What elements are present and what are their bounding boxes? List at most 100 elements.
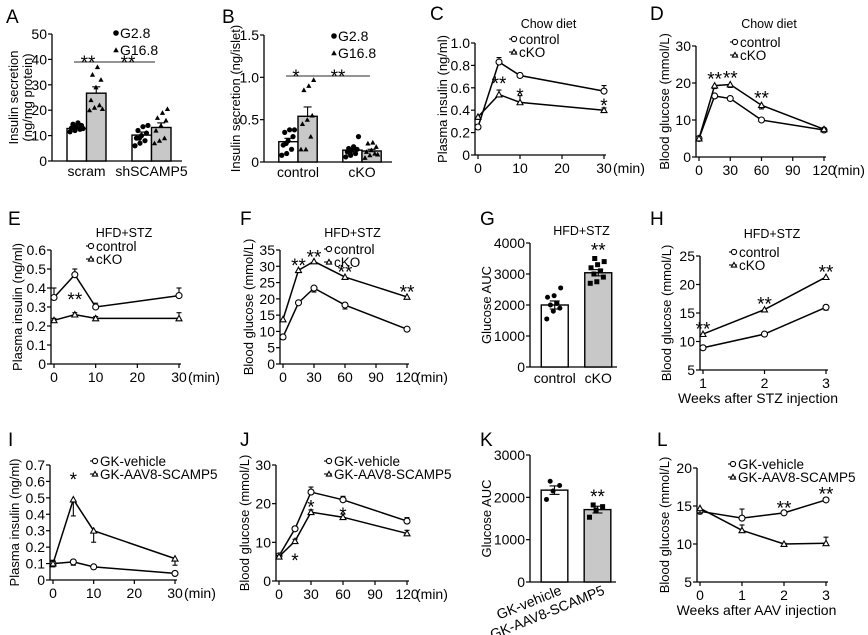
x-tick-label: 20 xyxy=(127,585,143,601)
data-point xyxy=(69,558,77,566)
y-tick-label: 10 xyxy=(675,112,691,128)
scatter-point xyxy=(306,83,312,88)
y-tick-label: 1000 xyxy=(494,328,525,344)
scatter-point xyxy=(284,150,290,157)
y-axis-label: (ng/mg protein) xyxy=(20,53,35,141)
y-tick-label: 2000 xyxy=(494,297,525,313)
y-tick-label: 0 xyxy=(462,147,470,163)
y-tick-label: 5 xyxy=(267,340,275,356)
y-tick-label: 0.5 xyxy=(27,261,47,277)
scatter-point xyxy=(299,121,306,126)
y-axis-label: Plasma insulin (ng/ml) xyxy=(435,35,450,163)
significance-label: ** xyxy=(81,53,96,74)
scatter-point xyxy=(352,150,359,157)
data-point xyxy=(70,310,79,318)
scatter-point xyxy=(89,72,96,77)
x-tick-label: 60 xyxy=(335,586,351,602)
scatter-point xyxy=(303,146,309,152)
legend-label: GK-AAV8-SCAMP5 xyxy=(334,467,452,482)
data-point xyxy=(710,81,719,89)
legend-marker-circle xyxy=(331,33,337,39)
data-point xyxy=(339,513,347,521)
series-line-GK-vehicle xyxy=(52,561,176,575)
significance-label: ** xyxy=(819,485,834,506)
y-axis-label: Blood glucose (mmol/L) xyxy=(659,245,674,382)
x-tick-label: 90 xyxy=(785,162,801,178)
scatter-point xyxy=(158,122,164,128)
scatter-point xyxy=(291,127,298,133)
significance-label: * xyxy=(600,96,608,117)
panel-label: D xyxy=(650,4,664,25)
y-tick-label: 1.0 xyxy=(240,69,260,85)
scatter-point xyxy=(595,262,601,268)
x-tick-label: 30 xyxy=(171,369,187,385)
legend-label: G2.8 xyxy=(120,25,151,41)
x-tick-label: 90 xyxy=(368,369,384,385)
series-line-GK-AAV8-SCAMP5 xyxy=(52,497,176,564)
legend-label: GK-vehicle xyxy=(738,457,804,472)
x-tick-label: cKO xyxy=(348,164,375,180)
legend-label: GK-AAV8-SCAMP5 xyxy=(738,470,856,485)
y-tick-label: 0 xyxy=(683,149,691,165)
y-tick-label: 15 xyxy=(259,307,275,323)
y-tick-label: 25 xyxy=(259,275,275,291)
y-tick-label: 15 xyxy=(676,498,692,514)
data-point xyxy=(307,508,315,516)
scatter-point xyxy=(140,124,146,130)
scatter-point xyxy=(154,115,161,120)
scatter-point xyxy=(346,145,352,152)
scatter-point xyxy=(298,146,304,152)
data-point xyxy=(92,303,100,311)
scatter-point xyxy=(137,140,143,146)
x-tick-label: 120 xyxy=(812,162,836,178)
significance-label: * xyxy=(291,551,299,572)
panel-title: Chow diet xyxy=(521,17,577,31)
scatter-point xyxy=(365,140,371,146)
y-tick-label: 20 xyxy=(675,75,691,91)
x-tick-label: 2 xyxy=(780,587,788,603)
y-tick-label: 0.1 xyxy=(26,556,46,572)
scatter-point xyxy=(372,150,378,156)
data-point xyxy=(294,266,303,274)
data-point xyxy=(291,525,299,533)
scatter-point xyxy=(308,134,314,139)
x-tick-label: 0 xyxy=(279,369,287,385)
panel-label: G xyxy=(480,209,495,230)
y-axis-label: Insulin secretion (ng/islet) xyxy=(228,25,243,172)
y-tick-label: 0.5 xyxy=(26,490,46,506)
y-tick-label: 0.4 xyxy=(26,506,46,522)
scatter-point xyxy=(600,274,606,280)
scatter-point xyxy=(279,152,285,158)
legend-marker-triangle xyxy=(91,470,99,477)
data-point xyxy=(341,272,349,280)
significance-label: ** xyxy=(291,256,306,277)
x-tick-label: 0 xyxy=(695,162,703,178)
legend-marker-circle xyxy=(325,457,333,465)
legend-marker-circle xyxy=(91,457,99,465)
data-point xyxy=(279,315,287,323)
significance-label: ** xyxy=(754,89,769,110)
y-tick-label: 20 xyxy=(676,460,692,476)
legend-marker-triangle xyxy=(730,261,738,268)
data-point xyxy=(175,314,183,322)
data-point xyxy=(822,496,830,504)
y-tick-label: 1000 xyxy=(494,532,525,548)
scatter-point xyxy=(91,105,98,110)
y-tick-label: 0.8 xyxy=(451,57,471,73)
series-line-cKO xyxy=(477,93,605,118)
legend-label: cKO xyxy=(740,48,766,63)
x-tick-label: 3 xyxy=(822,587,830,603)
y-tick-label: 10 xyxy=(31,128,47,144)
panel-label: J xyxy=(240,430,250,451)
legend-marker-triangle xyxy=(731,51,739,58)
y-tick-label: 20 xyxy=(679,277,695,293)
data-point xyxy=(600,106,608,114)
significance-label: * xyxy=(70,470,78,491)
scatter-point xyxy=(156,138,163,143)
y-axis-label: Blood glucose (mmol/L) xyxy=(657,33,672,170)
y-axis-label: Glucose AUC xyxy=(479,479,494,557)
x-tick-label: shSCAMP5 xyxy=(115,163,188,179)
bar-GK-vehicle xyxy=(540,489,569,583)
